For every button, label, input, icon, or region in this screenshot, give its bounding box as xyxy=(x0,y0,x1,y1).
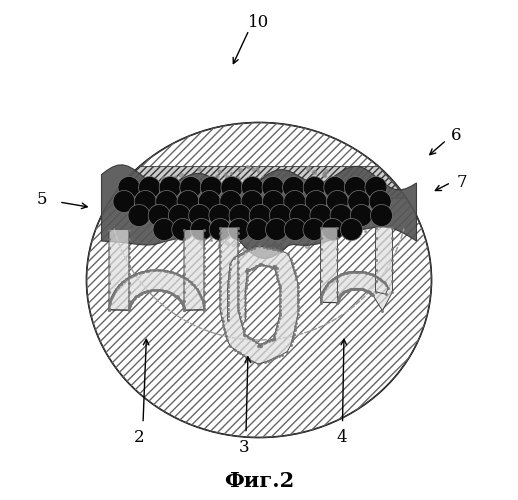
Circle shape xyxy=(322,218,344,240)
Circle shape xyxy=(249,204,271,227)
Polygon shape xyxy=(112,166,406,198)
Circle shape xyxy=(221,176,243,199)
Circle shape xyxy=(159,176,181,199)
Circle shape xyxy=(303,176,325,199)
Circle shape xyxy=(283,176,305,199)
Circle shape xyxy=(340,218,363,240)
Circle shape xyxy=(177,190,199,212)
Circle shape xyxy=(370,204,393,227)
Circle shape xyxy=(241,190,263,212)
Circle shape xyxy=(310,204,332,227)
Text: 10: 10 xyxy=(248,14,270,31)
Polygon shape xyxy=(102,165,416,258)
Circle shape xyxy=(209,204,231,227)
Circle shape xyxy=(241,176,264,199)
Circle shape xyxy=(191,218,212,240)
Circle shape xyxy=(148,204,170,227)
Circle shape xyxy=(139,176,161,199)
Text: 6: 6 xyxy=(451,126,462,144)
Circle shape xyxy=(189,204,211,227)
Text: 5: 5 xyxy=(36,192,47,208)
Circle shape xyxy=(303,218,325,240)
Circle shape xyxy=(290,204,312,227)
Text: 4: 4 xyxy=(336,429,347,446)
Circle shape xyxy=(284,190,306,212)
Circle shape xyxy=(228,218,250,240)
Circle shape xyxy=(180,176,202,199)
Text: 3: 3 xyxy=(239,439,249,456)
Text: Фиг.2: Фиг.2 xyxy=(224,471,294,491)
Circle shape xyxy=(344,176,366,199)
Circle shape xyxy=(172,218,194,240)
Circle shape xyxy=(209,218,231,240)
Circle shape xyxy=(266,218,287,240)
Polygon shape xyxy=(220,228,298,364)
Circle shape xyxy=(118,176,140,199)
Circle shape xyxy=(156,190,178,212)
Circle shape xyxy=(229,204,251,227)
Circle shape xyxy=(134,190,156,212)
Circle shape xyxy=(284,218,306,240)
Polygon shape xyxy=(321,228,393,311)
Ellipse shape xyxy=(87,122,431,438)
Circle shape xyxy=(348,190,370,212)
Circle shape xyxy=(128,204,150,227)
Circle shape xyxy=(365,176,387,199)
Text: 2: 2 xyxy=(134,429,145,446)
Circle shape xyxy=(168,204,191,227)
Circle shape xyxy=(113,190,135,212)
Circle shape xyxy=(200,176,222,199)
Circle shape xyxy=(305,190,327,212)
Circle shape xyxy=(263,190,284,212)
Circle shape xyxy=(247,218,269,240)
Text: 7: 7 xyxy=(456,174,467,191)
Circle shape xyxy=(198,190,220,212)
Circle shape xyxy=(330,204,352,227)
Polygon shape xyxy=(109,230,204,310)
Circle shape xyxy=(324,176,346,199)
Circle shape xyxy=(220,190,242,212)
Circle shape xyxy=(262,176,284,199)
Circle shape xyxy=(350,204,372,227)
Circle shape xyxy=(269,204,292,227)
Circle shape xyxy=(369,190,391,212)
Circle shape xyxy=(326,190,349,212)
Circle shape xyxy=(153,218,175,240)
